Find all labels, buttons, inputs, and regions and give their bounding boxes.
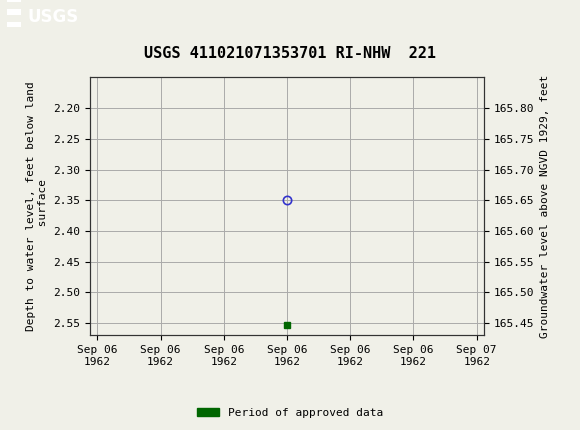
Y-axis label: Depth to water level, feet below land
 surface: Depth to water level, feet below land su… xyxy=(26,82,48,331)
Legend: Period of approved data: Period of approved data xyxy=(193,403,387,422)
FancyBboxPatch shape xyxy=(7,22,21,28)
FancyBboxPatch shape xyxy=(7,9,21,15)
Y-axis label: Groundwater level above NGVD 1929, feet: Groundwater level above NGVD 1929, feet xyxy=(540,75,550,338)
Text: USGS: USGS xyxy=(28,8,79,26)
FancyBboxPatch shape xyxy=(7,0,21,2)
Text: USGS 411021071353701 RI-NHW  221: USGS 411021071353701 RI-NHW 221 xyxy=(144,46,436,61)
